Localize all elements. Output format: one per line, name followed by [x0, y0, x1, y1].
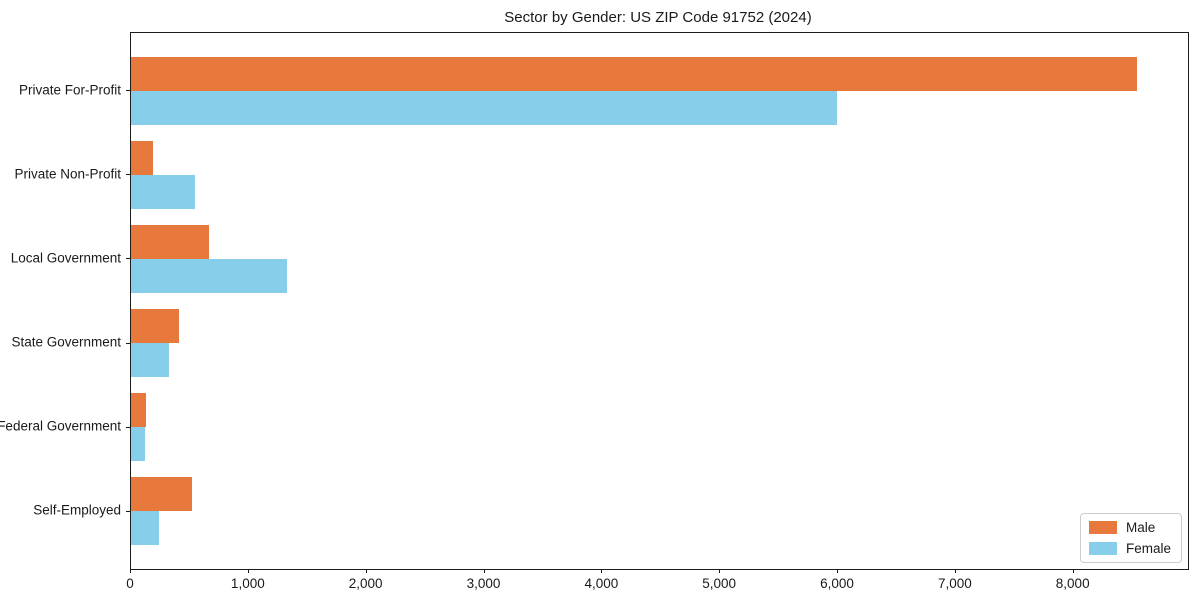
bar-male-3 — [131, 225, 209, 259]
category-label: Self-Employed — [33, 502, 121, 518]
y-tick-mark — [126, 174, 130, 176]
legend-entry-male: Male — [1088, 520, 1171, 535]
bar-male-4 — [131, 309, 180, 343]
x-tick-mark — [954, 569, 956, 573]
y-tick-mark — [126, 90, 130, 92]
x-tick-mark — [837, 569, 839, 573]
x-tick-mark — [247, 569, 249, 573]
bar-female-3 — [131, 258, 287, 293]
legend-entry-female: Female — [1088, 541, 1171, 556]
x-tick-mark — [365, 569, 367, 573]
x-tick-mark — [601, 569, 603, 573]
x-tick-mark — [130, 569, 131, 573]
bar-female-4 — [131, 343, 170, 377]
bar-female-2 — [131, 174, 195, 209]
bar-female-5 — [131, 427, 145, 461]
x-tick-label: 2,000 — [348, 576, 383, 591]
x-tick-label: 3,000 — [466, 576, 501, 591]
legend-label: Male — [1125, 520, 1156, 535]
legend-label: Female — [1125, 541, 1171, 556]
category-label: Private For-Profit — [18, 82, 121, 98]
x-tick-label: 1,000 — [230, 576, 265, 591]
x-tick-label: 5,000 — [702, 576, 737, 591]
x-tick-label: 4,000 — [584, 576, 619, 591]
bar-male-5 — [131, 393, 147, 427]
bar-male-2 — [131, 141, 154, 175]
chart-title: Sector by Gender: US ZIP Code 91752 (202… — [504, 9, 812, 26]
x-tick-mark — [483, 569, 485, 573]
bar-male-1 — [131, 57, 1138, 91]
x-tick-mark — [719, 569, 721, 573]
legend-swatch-male — [1088, 521, 1117, 534]
legend-swatch-female — [1088, 542, 1117, 555]
category-label: State Government — [11, 334, 121, 350]
y-tick-mark — [126, 258, 130, 260]
y-tick-mark — [126, 426, 130, 428]
x-tick-mark — [1072, 569, 1074, 573]
category-label: Local Government — [10, 250, 121, 266]
y-tick-mark — [126, 342, 130, 344]
x-tick-label: 8,000 — [1055, 576, 1090, 591]
bar-female-1 — [131, 90, 837, 125]
bar-male-6 — [131, 477, 193, 512]
category-label: Private Non-Profit — [14, 166, 121, 182]
bar-female-6 — [131, 511, 160, 545]
plot-area: Male Female — [126, 32, 1189, 570]
x-tick-label: 7,000 — [937, 576, 972, 591]
category-label: Federal Government — [0, 418, 121, 434]
x-tick-label: 0 — [126, 576, 134, 591]
x-tick-label: 6,000 — [820, 576, 854, 591]
y-tick-mark — [126, 510, 130, 512]
legend: Male Female — [1079, 513, 1182, 563]
